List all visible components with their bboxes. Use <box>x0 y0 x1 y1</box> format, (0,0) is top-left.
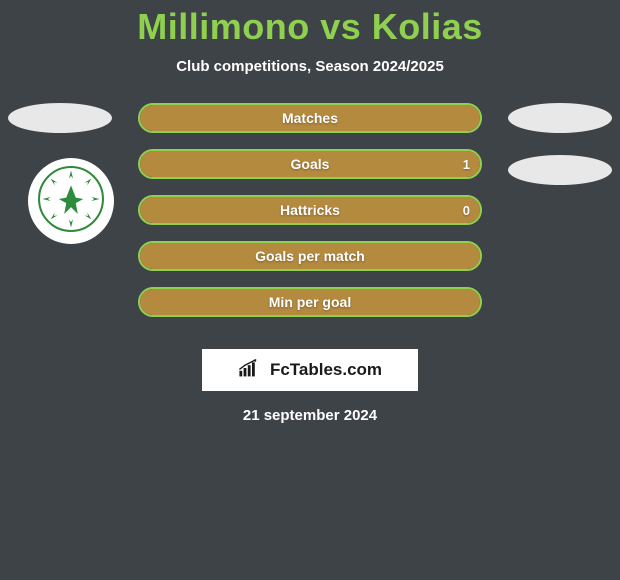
player-right-placeholder-mid <box>508 155 612 185</box>
bar-label: Matches <box>140 105 480 131</box>
bar-label: Goals per match <box>140 243 480 269</box>
bar-label: Hattricks <box>140 197 480 223</box>
date-line: 21 september 2024 <box>0 407 620 424</box>
player-right-placeholder-top <box>508 103 612 133</box>
watermark-text: FcTables.com <box>270 360 382 380</box>
bar-value-right: 0 <box>463 197 470 223</box>
bar-min-per-goal: Min per goal <box>138 287 482 317</box>
stats-stage: Matches Goals 1 Hattricks 0 Goals per ma… <box>0 103 620 343</box>
club-crest-icon <box>37 165 105 238</box>
bar-value-right: 1 <box>463 151 470 177</box>
bar-label: Goals <box>140 151 480 177</box>
bar-chart-icon <box>238 358 266 383</box>
bar-goals-per-match: Goals per match <box>138 241 482 271</box>
bar-hattricks: Hattricks 0 <box>138 195 482 225</box>
watermark-badge: FcTables.com <box>202 349 418 391</box>
bar-matches: Matches <box>138 103 482 133</box>
player-left-placeholder-top <box>8 103 112 133</box>
page-title: Millimono vs Kolias <box>0 0 620 48</box>
club-badge-left <box>28 158 114 244</box>
bar-goals: Goals 1 <box>138 149 482 179</box>
bars-container: Matches Goals 1 Hattricks 0 Goals per ma… <box>138 103 482 333</box>
page-subtitle: Club competitions, Season 2024/2025 <box>0 58 620 75</box>
bar-label: Min per goal <box>140 289 480 315</box>
